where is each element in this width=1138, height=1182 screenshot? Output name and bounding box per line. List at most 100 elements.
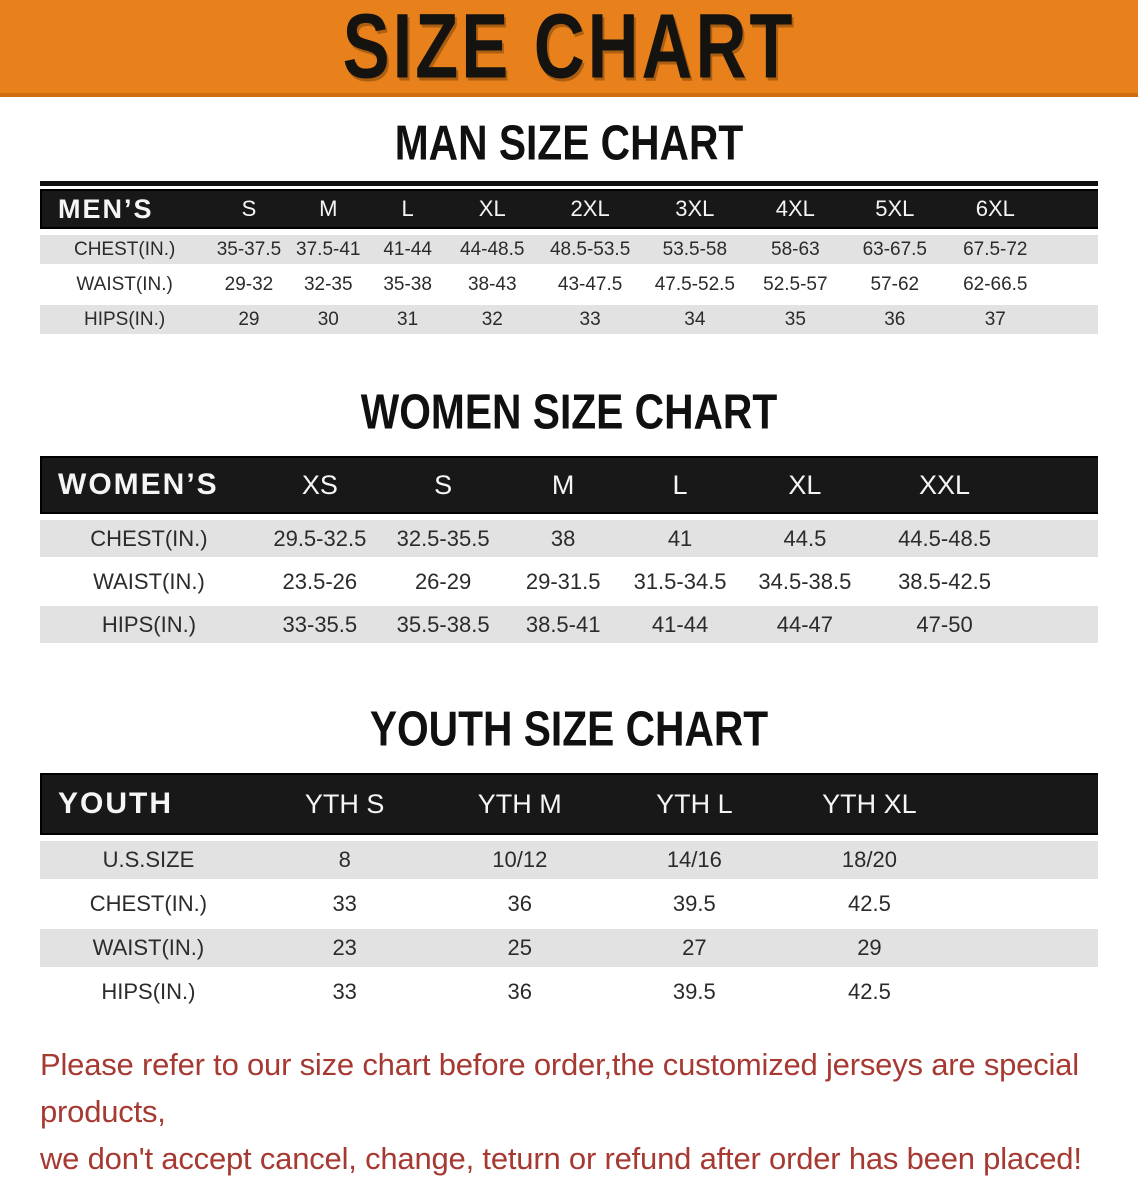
- size-value-cell: 34: [643, 305, 747, 334]
- row-label: CHEST(IN.): [40, 235, 210, 264]
- row-spacer: [957, 841, 1098, 879]
- row-spacer: [957, 929, 1098, 967]
- table-row: CHEST(IN.) 35-37.5 37.5-41 41-44 44-48.5 48.5…: [40, 235, 1098, 264]
- row-spacer: [957, 973, 1098, 1011]
- mens-size-table: MEN’S S M L XL 2XL 3XL 4XL 5XL 6XL CHEST(IN.) 35-37…: [40, 183, 1098, 340]
- size-column-header: XL: [447, 189, 538, 229]
- table-header-row: WOMEN’S XS S M L XL XXL: [40, 456, 1098, 514]
- size-value-cell: 44-48.5: [447, 235, 538, 264]
- row-spacer: [1017, 606, 1098, 643]
- size-value-cell: 48.5-53.5: [537, 235, 644, 264]
- table-row: WAIST(IN.) 23.5-26 26-29 29-31.5 31.5-34.5 34…: [40, 563, 1098, 600]
- size-value-cell: 41-44: [621, 606, 739, 643]
- size-column-header: XXL: [871, 456, 1018, 514]
- size-column-header: S: [209, 189, 289, 229]
- table-row: HIPS(IN.) 29 30 31 32 33 34 35 36 37: [40, 305, 1098, 334]
- row-spacer: [1045, 235, 1098, 264]
- row-label: HIPS(IN.): [40, 973, 257, 1011]
- man-size-chart-heading: MAN SIZE CHART: [394, 114, 744, 171]
- size-column-header: S: [381, 456, 505, 514]
- row-label: HIPS(IN.): [40, 305, 210, 334]
- size-value-cell: 42.5: [781, 973, 958, 1011]
- size-value-cell: 37: [945, 305, 1046, 334]
- size-value-cell: 36: [844, 305, 946, 334]
- size-column-header: YTH L: [607, 773, 782, 835]
- size-column-header: 3XL: [643, 189, 747, 229]
- size-value-cell: 67.5-72: [945, 235, 1046, 264]
- youth-size-table-wrap: YOUTH YTH S YTH M YTH L YTH XL U.S.SIZE 8 10/12…: [40, 767, 1098, 1017]
- size-value-cell: 30: [288, 305, 368, 334]
- size-value-cell: 38.5-41: [504, 606, 622, 643]
- size-value-cell: 42.5: [781, 885, 958, 923]
- size-column-header: YTH S: [256, 773, 433, 835]
- size-column-header: L: [621, 456, 739, 514]
- row-spacer: [1017, 563, 1098, 600]
- header-spacer: [1017, 456, 1098, 514]
- size-column-header: 5XL: [844, 189, 946, 229]
- table-row: HIPS(IN.) 33 36 39.5 42.5: [40, 973, 1098, 1011]
- size-value-cell: 36: [432, 973, 608, 1011]
- table-group-label: YOUTH: [40, 773, 257, 835]
- size-value-cell: 44.5: [738, 520, 872, 557]
- size-column-header: XL: [738, 456, 872, 514]
- disclaimer-line-1: Please refer to our size chart before or…: [40, 1047, 1079, 1129]
- size-value-cell: 8: [256, 841, 433, 879]
- size-value-cell: 29-32: [209, 270, 289, 299]
- size-value-cell: 33: [537, 305, 644, 334]
- row-spacer: [1045, 270, 1098, 299]
- size-value-cell: 43-47.5: [537, 270, 644, 299]
- size-value-cell: 23: [256, 929, 433, 967]
- size-value-cell: 32-35: [288, 270, 368, 299]
- size-value-cell: 31.5-34.5: [621, 563, 739, 600]
- table-row: WAIST(IN.) 23 25 27 29: [40, 929, 1098, 967]
- size-value-cell: 25: [432, 929, 608, 967]
- table-header-row: MEN’S S M L XL 2XL 3XL 4XL 5XL 6XL: [40, 189, 1098, 229]
- table-row: WAIST(IN.) 29-32 32-35 35-38 38-43 43-47.5 47.…: [40, 270, 1098, 299]
- table-row: CHEST(IN.) 33 36 39.5 42.5: [40, 885, 1098, 923]
- size-value-cell: 35: [746, 305, 845, 334]
- size-value-cell: 52.5-57: [746, 270, 845, 299]
- size-value-cell: 47.5-52.5: [643, 270, 747, 299]
- size-value-cell: 41-44: [367, 235, 448, 264]
- size-value-cell: 29.5-32.5: [257, 520, 382, 557]
- size-value-cell: 62-66.5: [945, 270, 1046, 299]
- size-value-cell: 34.5-38.5: [738, 563, 872, 600]
- size-value-cell: 23.5-26: [257, 563, 382, 600]
- mens-size-table-wrap: MEN’S S M L XL 2XL 3XL 4XL 5XL 6XL CHEST(IN.) 35-37…: [40, 181, 1098, 340]
- size-value-cell: 32: [447, 305, 538, 334]
- table-row: CHEST(IN.) 29.5-32.5 32.5-35.5 38 41 44.5 44.5…: [40, 520, 1098, 557]
- size-value-cell: 33-35.5: [257, 606, 382, 643]
- size-value-cell: 58-63: [746, 235, 845, 264]
- size-value-cell: 29: [209, 305, 289, 334]
- row-label: U.S.SIZE: [40, 841, 257, 879]
- size-chart-title: SIZE CHART: [342, 0, 796, 98]
- row-spacer: [1045, 305, 1098, 334]
- size-value-cell: 35-38: [367, 270, 448, 299]
- header-spacer: [1045, 189, 1098, 229]
- size-column-header: YTH M: [432, 773, 608, 835]
- order-disclaimer: Please refer to our size chart before or…: [40, 1041, 1138, 1182]
- womens-size-table-wrap: WOMEN’S XS S M L XL XXL CHEST(IN.) 29.5-32.5 32.5…: [40, 450, 1098, 649]
- size-value-cell: 33: [256, 885, 433, 923]
- row-label: CHEST(IN.): [40, 885, 257, 923]
- size-column-header: M: [504, 456, 622, 514]
- size-value-cell: 37.5-41: [288, 235, 368, 264]
- row-spacer: [1017, 520, 1098, 557]
- size-value-cell: 29-31.5: [504, 563, 622, 600]
- size-chart-banner: SIZE CHART: [0, 0, 1138, 98]
- size-value-cell: 39.5: [607, 885, 782, 923]
- size-value-cell: 47-50: [871, 606, 1018, 643]
- table-group-label: MEN’S: [40, 189, 210, 229]
- size-column-header: XS: [257, 456, 382, 514]
- size-column-header: 2XL: [537, 189, 644, 229]
- size-value-cell: 53.5-58: [643, 235, 747, 264]
- row-label: CHEST(IN.): [40, 520, 258, 557]
- row-label: HIPS(IN.): [40, 606, 258, 643]
- table-row: U.S.SIZE 8 10/12 14/16 18/20: [40, 841, 1098, 879]
- size-value-cell: 26-29: [381, 563, 505, 600]
- size-value-cell: 44-47: [738, 606, 872, 643]
- row-label: WAIST(IN.): [40, 270, 210, 299]
- row-label: WAIST(IN.): [40, 929, 257, 967]
- size-value-cell: 32.5-35.5: [381, 520, 505, 557]
- size-value-cell: 27: [607, 929, 782, 967]
